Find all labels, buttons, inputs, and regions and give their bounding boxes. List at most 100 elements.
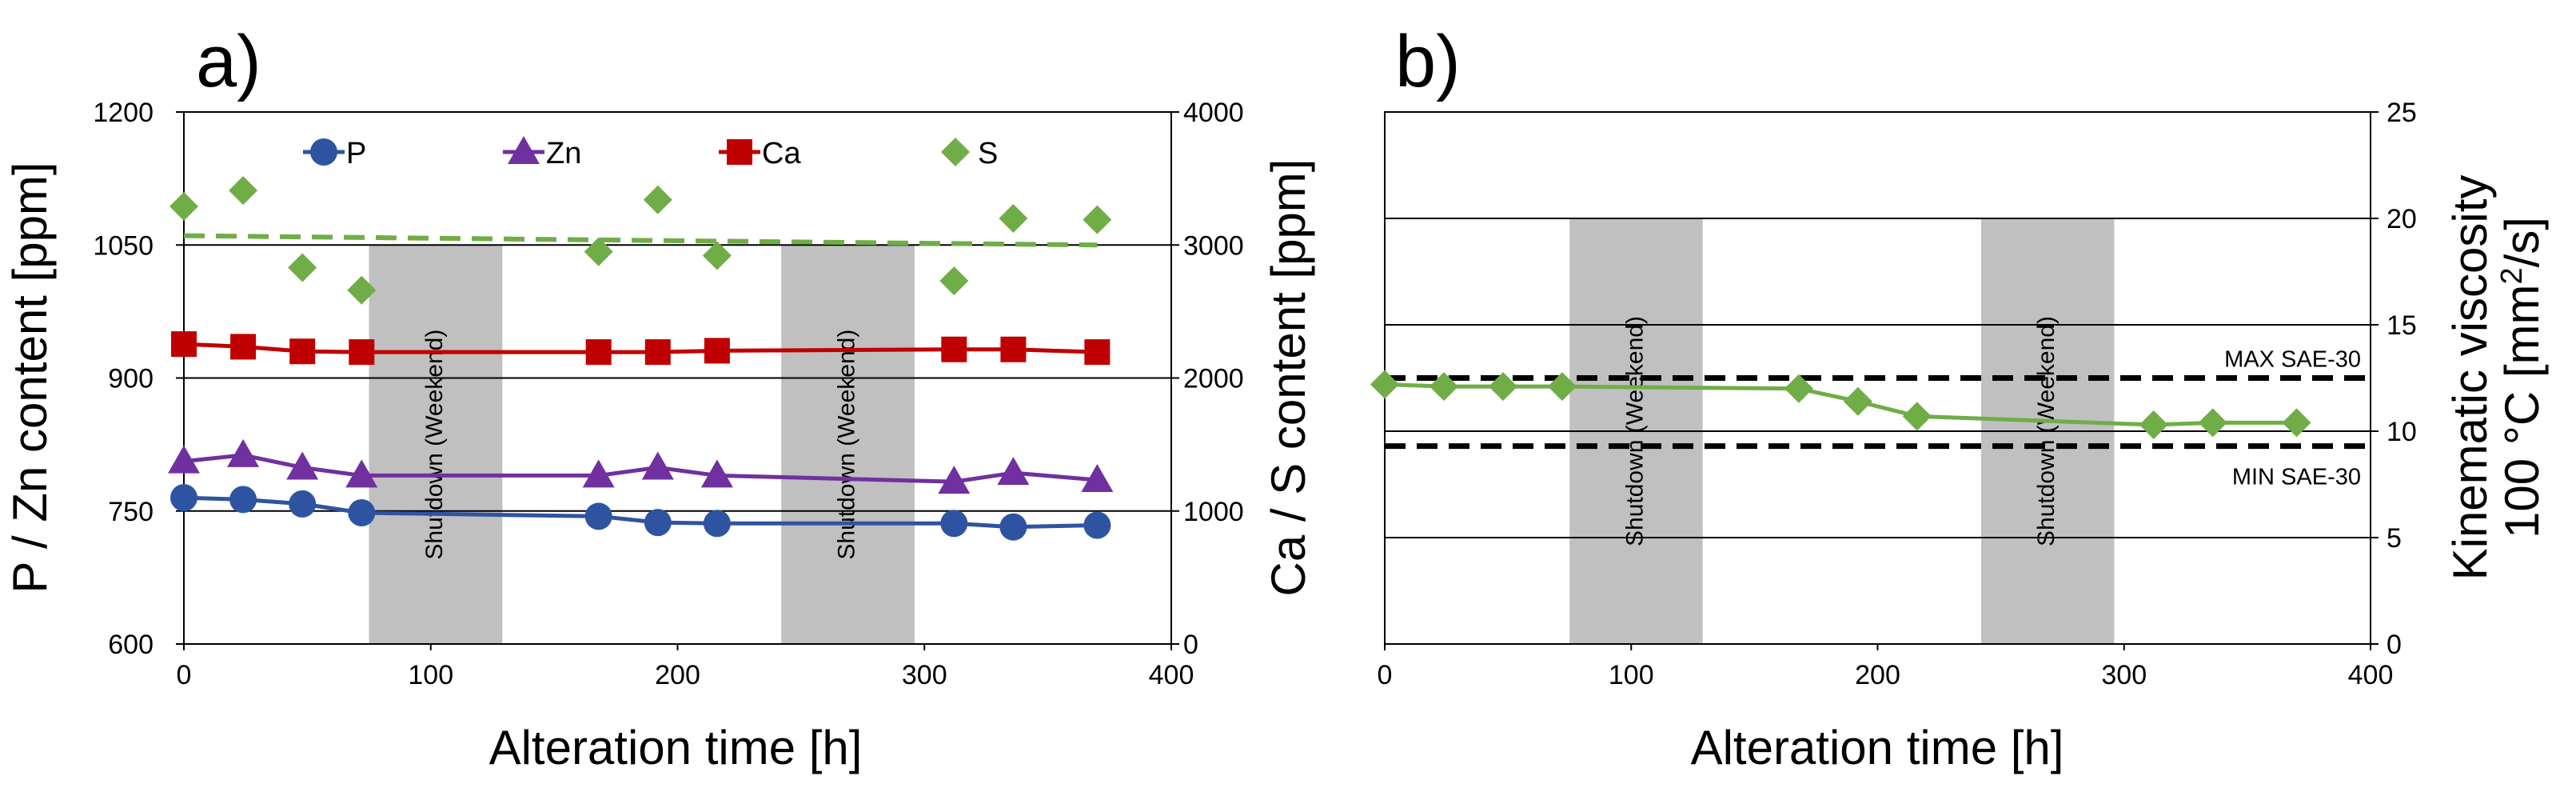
panel-a-right-tick-label-1: 1000 bbox=[1183, 497, 1244, 527]
panel-b-point-viscosity-2 bbox=[1488, 372, 1517, 402]
panel-a-chart: a) Shutdown (Weekend) Shutdown (Weekend) 6… bbox=[3, 21, 1315, 774]
panel-a-point-zn-7 bbox=[938, 466, 971, 494]
panel-b-x-tick-label-0: 0 bbox=[1378, 660, 1393, 690]
panel-a-point-zn-3 bbox=[345, 459, 378, 488]
panel-b-right-axis-label-line2-suffix: /s] bbox=[2495, 217, 2549, 267]
panel-a-x-tick-label-0: 0 bbox=[177, 660, 192, 690]
panel-a-shutdown-label-1: Shutdown (Weekend) bbox=[833, 330, 859, 560]
panel-a-point-p-9 bbox=[1083, 511, 1111, 539]
panel-a-point-s-1 bbox=[229, 176, 258, 206]
panel-b-right-axis-label-line2: 100 °C [mm2/s] bbox=[2495, 217, 2549, 538]
panel-a-x-axis-label: Alteration time [h] bbox=[489, 721, 863, 774]
panel-a-point-zn-9 bbox=[1081, 463, 1114, 492]
panel-b-right-tick-label-4: 20 bbox=[2387, 204, 2417, 234]
panel-a-point-ca-2 bbox=[289, 338, 316, 365]
panel-a-point-s-6 bbox=[702, 241, 732, 270]
panel-b-right-tick-label-5: 25 bbox=[2387, 98, 2417, 128]
panel-a-shutdown-region-1 bbox=[781, 245, 915, 644]
panel-b-point-viscosity-4 bbox=[1784, 374, 1813, 403]
panel-b-point-viscosity-7 bbox=[2139, 410, 2168, 440]
panel-b-label: b) bbox=[1395, 21, 1461, 102]
panel-a-right-tick-label-0: 0 bbox=[1183, 630, 1198, 660]
panel-b-right-tick-label-1: 5 bbox=[2387, 523, 2402, 554]
panel-a-point-ca-7 bbox=[941, 336, 967, 362]
panel-a-left-tick-label-1: 750 bbox=[108, 497, 154, 527]
panel-b-right-axis-label-line2-sup: 2 bbox=[2495, 267, 2529, 284]
panel-a-left-axis-label: P / Zn content [ppm] bbox=[3, 162, 57, 593]
panel-a-point-p-2 bbox=[289, 490, 317, 518]
panel-a-left-tick-label-4: 1200 bbox=[93, 98, 154, 128]
panel-b-right-tick-label-3: 15 bbox=[2387, 310, 2417, 341]
panel-a-point-ca-4 bbox=[585, 339, 612, 366]
panel-b-right-tick-label-0: 0 bbox=[2387, 630, 2402, 660]
panel-a-point-p-3 bbox=[348, 498, 376, 526]
panel-a-point-p-4 bbox=[584, 502, 612, 530]
panel-a-series-line-s-trend bbox=[183, 233, 1098, 248]
panel-b-x-tick-label-2: 200 bbox=[1855, 660, 1900, 690]
panel-a-x-tick-label-3: 300 bbox=[902, 660, 947, 690]
panel-a-x-tick-label-1: 100 bbox=[408, 660, 453, 690]
panel-a-legend-marker-ca bbox=[727, 139, 752, 165]
panel-a-x-tick-label-2: 200 bbox=[655, 660, 700, 690]
panel-b-reference-label-1: MIN SAE-30 bbox=[2232, 465, 2361, 490]
panel-b-x-tick-label-3: 300 bbox=[2101, 660, 2147, 690]
panel-a-point-zn-5 bbox=[641, 451, 674, 480]
panel-b-right-axis-label-line2-prefix: 100 °C [mm bbox=[2495, 285, 2549, 538]
panel-b-point-viscosity-8 bbox=[2198, 408, 2227, 438]
panel-b-point-viscosity-9 bbox=[2282, 408, 2311, 438]
panel-a-legend-marker-p bbox=[310, 138, 337, 166]
panel-a-shutdown-region-0 bbox=[369, 245, 503, 644]
panel-a-left-tick-label-0: 600 bbox=[108, 630, 154, 660]
panel-b-x-tick-label-4: 400 bbox=[2348, 660, 2394, 690]
panel-b-series-line-viscosity bbox=[1384, 382, 2297, 427]
panel-a-point-zn-0 bbox=[168, 445, 200, 474]
panel-a-legend-marker-s bbox=[941, 138, 970, 166]
panel-a-x-tick-label-4: 400 bbox=[1149, 660, 1194, 690]
panel-a-point-s-9 bbox=[1083, 205, 1112, 234]
panel-b-x-axis-label: Alteration time [h] bbox=[1691, 721, 2064, 774]
panel-b-point-viscosity-1 bbox=[1429, 372, 1458, 402]
panel-a-point-ca-3 bbox=[349, 339, 375, 366]
panel-b-point-viscosity-5 bbox=[1843, 386, 1872, 416]
panel-b-reference-label-0: MAX SAE-30 bbox=[2224, 347, 2361, 373]
panel-a-point-s-0 bbox=[169, 192, 198, 222]
panel-a-left-tick-label-3: 1050 bbox=[93, 230, 154, 261]
panel-b-point-viscosity-6 bbox=[1902, 402, 1932, 431]
panel-a-legend-label-s: S bbox=[978, 137, 998, 170]
panel-a-point-p-6 bbox=[703, 510, 731, 538]
panel-a-series-line-zn bbox=[183, 453, 1098, 484]
panel-a-point-zn-1 bbox=[227, 438, 260, 467]
panel-a-point-ca-6 bbox=[704, 338, 730, 364]
panel-a-right-tick-label-2: 2000 bbox=[1183, 364, 1244, 394]
panel-a-left-tick-label-2: 900 bbox=[108, 364, 154, 394]
panel-a-right-tick-label-4: 4000 bbox=[1183, 98, 1244, 128]
panel-a-right-tick-label-3: 3000 bbox=[1183, 230, 1244, 261]
panel-a-legend-label-ca: Ca bbox=[762, 137, 801, 170]
panel-a-point-ca-5 bbox=[644, 339, 671, 366]
panel-a-point-ca-1 bbox=[230, 334, 257, 360]
panel-a-point-p-1 bbox=[229, 486, 257, 514]
panel-a-point-p-5 bbox=[644, 509, 672, 537]
panel-a-right-axis-label: Ca / S content [ppm] bbox=[1262, 159, 1315, 597]
panel-b-right-tick-label-2: 10 bbox=[2387, 417, 2417, 447]
panel-b-right-axis-label-line1: Kinematic viscosity bbox=[2443, 175, 2497, 581]
panel-a-legend-label-p: P bbox=[346, 137, 366, 170]
panel-a-point-s-4 bbox=[584, 237, 613, 266]
panel-a-legend-marker-zn bbox=[508, 136, 540, 164]
panel-a-point-p-7 bbox=[940, 510, 968, 538]
panel-a-point-s-8 bbox=[999, 204, 1028, 233]
panel-b-point-viscosity-0 bbox=[1370, 370, 1399, 399]
panel-a-point-zn-4 bbox=[582, 459, 615, 488]
panel-a-series-line-p bbox=[183, 495, 1098, 530]
panel-a-point-zn-8 bbox=[997, 457, 1030, 486]
panel-b-chart: b) Shutdown (Weekend) Shutdown (Weekend)0… bbox=[1370, 21, 2549, 774]
panel-a-point-zn-6 bbox=[700, 459, 733, 488]
panel-a-point-s-2 bbox=[288, 253, 317, 282]
panel-a-point-p-8 bbox=[999, 513, 1027, 541]
panel-a-legend-label-zn: Zn bbox=[546, 137, 581, 170]
panel-a-point-ca-9 bbox=[1084, 339, 1111, 366]
panel-a-point-ca-0 bbox=[171, 331, 197, 358]
panel-a-series-line-ca bbox=[183, 342, 1098, 354]
panel-a-point-zn-2 bbox=[286, 451, 319, 480]
